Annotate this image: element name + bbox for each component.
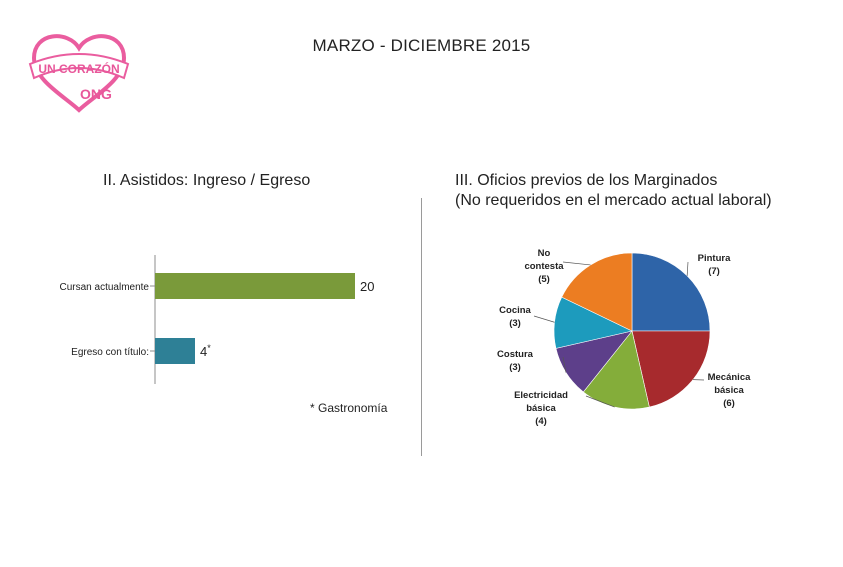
heart-logo-icon: UN CORAZÓN	[28, 34, 130, 113]
pie-label: Electricidad básica (4)	[514, 390, 568, 427]
bar-chart-title: II. Asistidos: Ingreso / Egreso	[103, 172, 311, 189]
bar-category-label: Egreso con título:	[71, 347, 149, 358]
pie-leader-line	[533, 315, 555, 323]
pie-leader-line	[562, 261, 591, 266]
pie-label: Mecánica básica (6)	[708, 372, 751, 409]
pie-leader-line	[686, 261, 689, 276]
logo-subtext: ONG	[80, 86, 112, 102]
pie-chart-subtitle: (No requeridos en el mercado actual labo…	[455, 192, 772, 209]
pie-slice-2	[631, 330, 711, 408]
pie-label: Cocina (3)	[499, 305, 531, 329]
panel-divider	[421, 198, 422, 456]
pie-slice-3	[582, 330, 650, 410]
pie-leader-line	[562, 356, 567, 373]
logo-text: UN CORAZÓN	[38, 61, 119, 76]
pie-leader-line	[585, 395, 615, 408]
pie-label: Costura (3)	[497, 349, 534, 373]
pie-label: Pintura (7)	[698, 253, 731, 277]
pie-chart-title: III. Oficios previos de los Marginados	[455, 172, 718, 189]
pie-slice-1	[631, 252, 711, 332]
bar-category-label: Cursan actualmente	[60, 282, 150, 293]
bar-cursan	[155, 273, 355, 299]
bar-egreso	[155, 338, 195, 364]
bar-value-label: 4*	[200, 343, 211, 359]
page-title: MARZO - DICIEMBRE 2015	[312, 36, 531, 55]
footnote: * Gastronomía	[310, 401, 388, 415]
bar-value-label: 20	[360, 279, 374, 294]
pie-label: No contesta (5)	[524, 248, 564, 285]
